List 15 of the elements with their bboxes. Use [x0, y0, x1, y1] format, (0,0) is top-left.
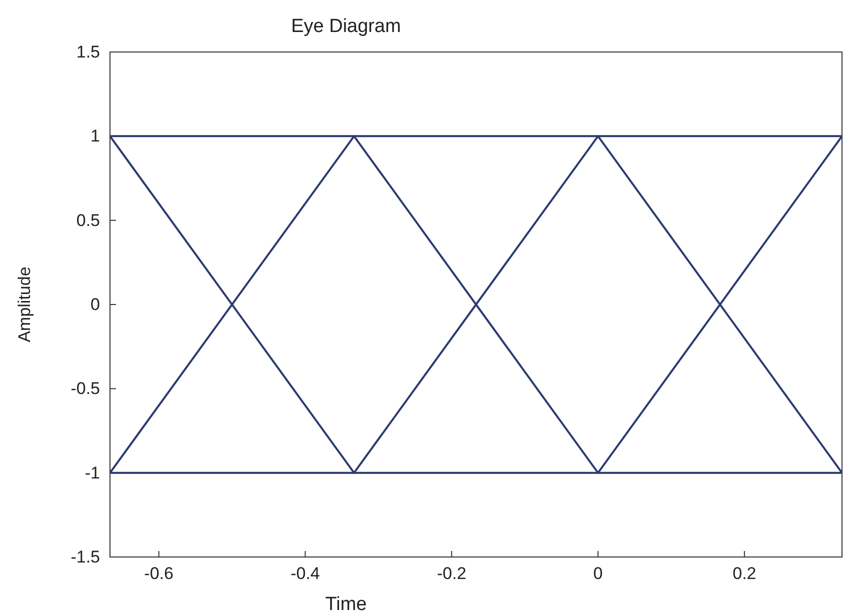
y-tick-label: 0.5	[76, 210, 100, 230]
y-tick-label: 1.5	[76, 42, 100, 62]
x-axis-title: Time	[325, 594, 367, 614]
chart-title: Eye Diagram	[291, 16, 401, 37]
y-tick-label: 1	[90, 126, 100, 146]
x-tick-label: 0	[593, 564, 603, 584]
y-tick-label: -0.5	[70, 379, 100, 398]
y-tick-label: -1.5	[70, 547, 100, 566]
x-tick-label: -0.2	[436, 564, 466, 584]
x-tick-label: -0.6	[144, 564, 174, 584]
x-tick-label: -0.4	[290, 564, 320, 584]
y-axis-title: Amplitude	[15, 266, 34, 342]
y-tick-label: -1	[84, 463, 100, 482]
y-tick-label: 0	[90, 294, 100, 314]
x-tick-label: 0.2	[732, 564, 756, 584]
